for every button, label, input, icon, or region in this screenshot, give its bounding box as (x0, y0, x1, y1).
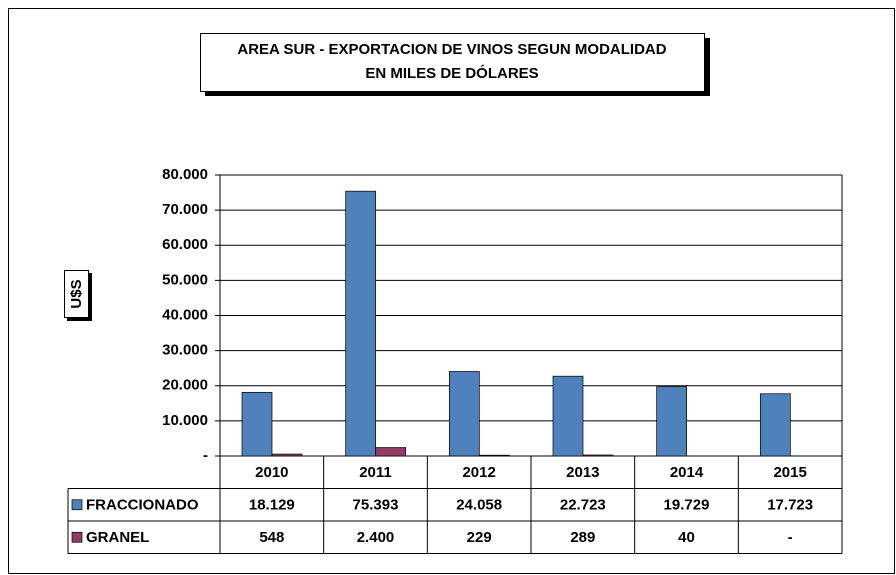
data-table-value: 2.400 (357, 529, 395, 546)
y-tick-label: 60.000 (162, 236, 208, 253)
data-table-value: 40 (678, 529, 695, 546)
chart-title: AREA SUR - EXPORTACION DE VINOS SEGUN MO… (237, 41, 666, 58)
data-table-value: 17.723 (767, 497, 813, 514)
legend-swatch (71, 499, 83, 511)
chart-title: EN MILES DE DÓLARES (365, 64, 538, 82)
data-table-value: 22.723 (560, 497, 606, 514)
y-tick-label: 50.000 (162, 271, 208, 288)
x-tick-label: 2013 (566, 464, 599, 481)
y-tick-label: - (203, 447, 208, 464)
x-tick-label: 2012 (462, 464, 495, 481)
data-table-value: - (788, 529, 793, 546)
title-box (200, 33, 705, 92)
y-axis-label: U$S (68, 279, 85, 308)
bar (448, 371, 480, 457)
y-tick-label: 30.000 (162, 342, 208, 359)
y-tick-label: 80.000 (162, 166, 208, 183)
bar (345, 190, 377, 457)
y-tick-label: 10.000 (162, 412, 208, 429)
bar (271, 453, 303, 457)
x-tick-label: 2011 (359, 464, 392, 481)
bar (582, 454, 614, 457)
legend-label: GRANEL (86, 529, 149, 546)
y-tick-label: 70.000 (162, 201, 208, 218)
y-tick-label: 20.000 (162, 377, 208, 394)
x-tick-label: 2010 (255, 464, 288, 481)
data-table-value: 75.393 (353, 497, 399, 514)
data-table-value: 229 (467, 529, 492, 546)
bar (552, 375, 584, 457)
bar (478, 454, 510, 457)
bar (241, 391, 273, 457)
bar (759, 393, 791, 457)
y-tick-label: 40.000 (162, 306, 208, 323)
data-table-value: 548 (259, 529, 284, 546)
x-tick-label: 2015 (773, 464, 806, 481)
bar (656, 386, 688, 457)
data-table-value: 24.058 (456, 497, 502, 514)
data-table-value: 289 (570, 529, 595, 546)
bar (375, 447, 407, 457)
legend-label: FRACCIONADO (86, 497, 199, 514)
chart-border (8, 8, 895, 574)
x-tick-label: 2014 (670, 464, 704, 481)
data-table-value: 19.729 (664, 497, 710, 514)
data-table-value: 18.129 (249, 497, 295, 514)
legend-swatch (71, 531, 83, 543)
y-label-box (64, 270, 89, 318)
